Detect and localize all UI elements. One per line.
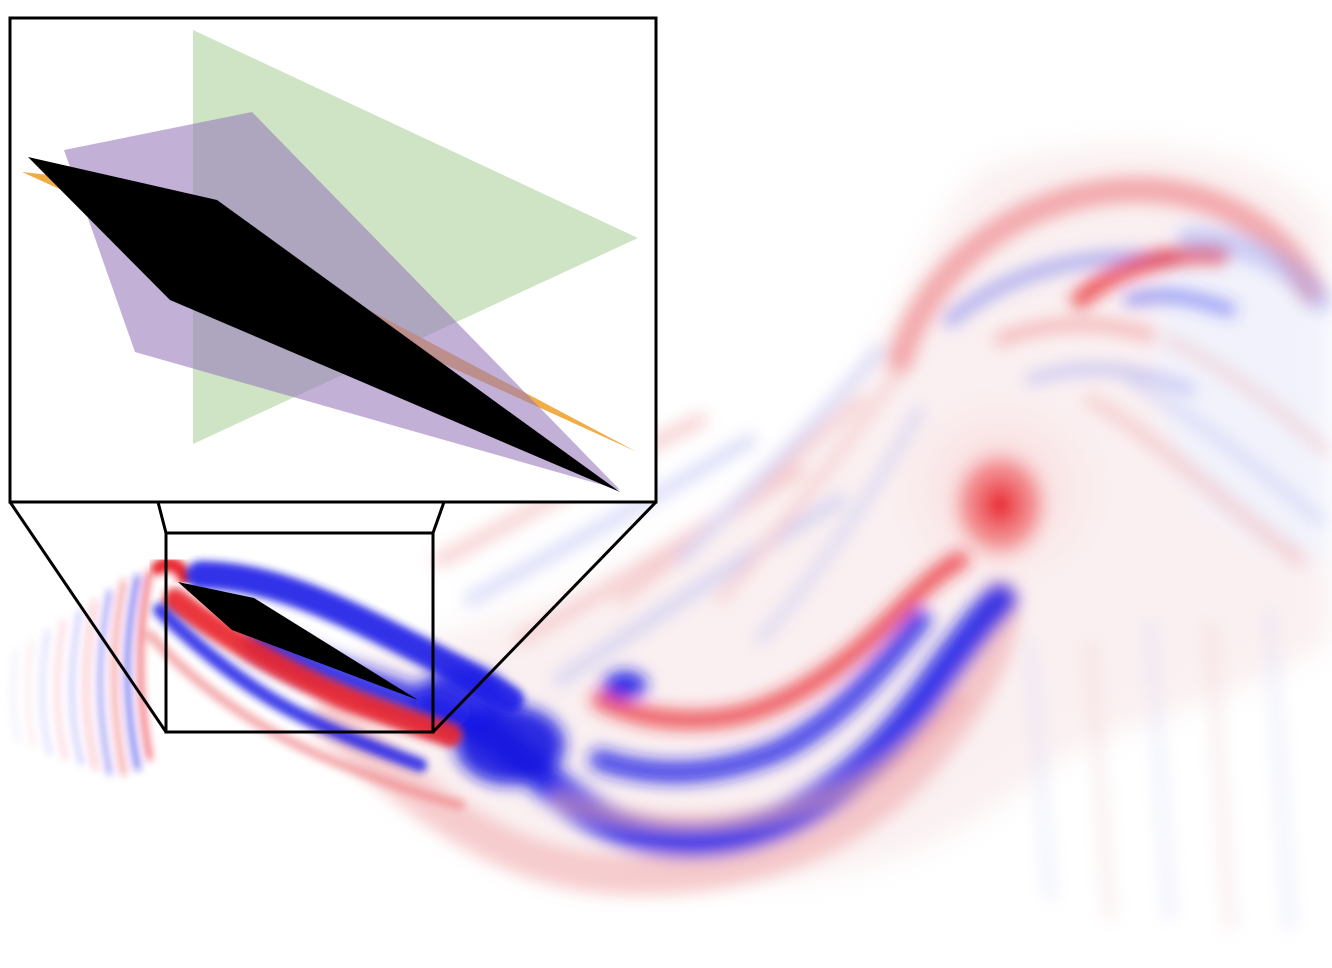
primary-vortex-core bbox=[850, 350, 1150, 630]
zoom-connector-left-outer bbox=[8, 501, 168, 733]
zoom-connector-right-inner bbox=[431, 501, 446, 534]
blade-body bbox=[178, 582, 418, 700]
vorticity-wake-field bbox=[12, 145, 1332, 931]
far-wake-streaks bbox=[1024, 609, 1296, 931]
upstream-ripples bbox=[12, 569, 153, 776]
near-body-shear-layers bbox=[145, 557, 524, 810]
zoom-region-box bbox=[164, 531, 435, 734]
zoom-indicator bbox=[8, 500, 658, 734]
inset-frame bbox=[8, 16, 658, 504]
inset-blade-body bbox=[28, 157, 620, 492]
zoom-connector-left-inner bbox=[156, 501, 168, 534]
zoom-connector-right-outer bbox=[431, 500, 658, 734]
wake-shear-band bbox=[243, 551, 1020, 896]
inset-panel bbox=[8, 16, 658, 504]
